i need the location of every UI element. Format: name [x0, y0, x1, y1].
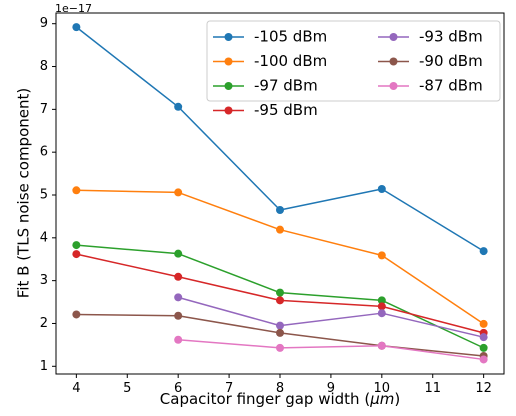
data-point [377, 251, 386, 260]
y-tick-label: 3 [40, 273, 48, 288]
data-point [276, 205, 284, 214]
data-point [174, 102, 183, 111]
data-point [72, 241, 81, 250]
data-point [276, 225, 284, 234]
legend-marker [389, 82, 398, 90]
data-point [72, 250, 81, 259]
plot-frame [55, 12, 505, 375]
data-point [479, 333, 488, 342]
series-group [174, 335, 488, 364]
x-tick-label: 11 [424, 381, 441, 396]
x-tick-label: 5 [123, 381, 131, 396]
legend-marker [224, 57, 233, 66]
x-axis-label: Capacitor finger gap width (μm) [160, 390, 400, 408]
data-point [479, 343, 488, 352]
y-tick-label: 6 [40, 145, 48, 160]
x-tick-label: 6 [174, 381, 182, 396]
legend-marker [389, 33, 398, 41]
legend-label: -87 dBm [419, 77, 483, 95]
data-point [174, 188, 183, 197]
y-axis-label: Fit B (TLS noise component) [15, 88, 33, 298]
x-tick-label: 12 [475, 381, 492, 396]
legend-label: -95 dBm [254, 101, 318, 119]
legend-label: -93 dBm [419, 28, 483, 46]
data-point [479, 319, 488, 328]
data-point [72, 186, 81, 195]
data-point [72, 310, 81, 319]
data-point [377, 302, 386, 311]
data-point [276, 343, 284, 352]
y-tick-label: 5 [40, 187, 48, 202]
series-group [174, 293, 488, 342]
data-point [377, 296, 386, 305]
data-point [174, 311, 183, 320]
series-group [72, 241, 488, 352]
series-group [72, 23, 488, 256]
y-tick-label: 9 [40, 16, 48, 31]
data-point [377, 185, 386, 194]
series-line [177, 296, 484, 338]
y-tick-label: 8 [40, 59, 48, 74]
data-point [276, 296, 284, 305]
x-axis-label-unit: μm [369, 390, 394, 408]
x-tick-label: 10 [374, 381, 391, 396]
data-point [479, 355, 488, 364]
series-layer [72, 23, 488, 364]
data-point [174, 249, 183, 258]
x-tick-label: 8 [276, 381, 284, 396]
legend-marker [224, 106, 233, 115]
x-axis-label-part: ) [394, 390, 400, 408]
y-offset-text: 1e−17 [55, 2, 92, 15]
data-point [72, 23, 81, 32]
data-point [174, 293, 183, 302]
data-point [377, 309, 386, 318]
series-line [178, 338, 484, 361]
y-tick-label: 1 [40, 359, 48, 374]
data-point [276, 328, 284, 337]
x-tick-label: 9 [327, 381, 335, 396]
legend-marker [389, 57, 398, 66]
x-tick-label: 7 [225, 381, 233, 396]
legend-marker [224, 82, 233, 90]
legend-box [206, 20, 501, 102]
legend-label: -105 dBm [254, 28, 327, 46]
series-group [72, 186, 488, 328]
legend: -105 dBm -100 dBm -97 dBm -95 dBm -93 dBm -90… [206, 20, 501, 119]
legend-label: -100 dBm [254, 52, 327, 70]
y-tick-label: 4 [40, 230, 48, 245]
data-point [377, 341, 386, 350]
legend-label: -90 dBm [419, 52, 483, 70]
y-tick-label: 2 [40, 316, 48, 331]
data-point [276, 288, 284, 297]
legend-marker [224, 33, 233, 41]
data-point [479, 247, 488, 256]
data-point [174, 335, 183, 344]
y-tick-label: 7 [40, 102, 48, 117]
data-point [174, 272, 183, 281]
legend-label: -97 dBm [254, 77, 318, 95]
data-point [276, 321, 284, 330]
x-axis-label-part: Capacitor finger gap width ( [160, 390, 370, 408]
x-tick-label: 4 [72, 381, 80, 396]
